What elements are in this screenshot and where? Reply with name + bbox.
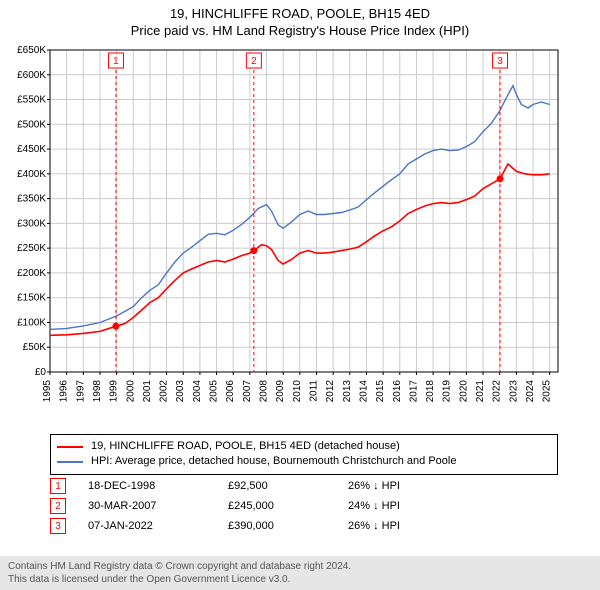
svg-text:2000: 2000 bbox=[125, 380, 136, 403]
svg-text:1999: 1999 bbox=[109, 380, 120, 403]
chart-svg: £0 £50K £100K £150K £200K £250K £300K £350K £400… bbox=[0, 42, 600, 427]
svg-text:2003: 2003 bbox=[175, 380, 186, 403]
chart-titles: 19, HINCHLIFFE ROAD, POOLE, BH15 4ED Pri… bbox=[0, 0, 600, 40]
svg-text:£150K: £150K bbox=[17, 293, 46, 304]
svg-text:3: 3 bbox=[497, 56, 503, 67]
svg-text:£100K: £100K bbox=[17, 317, 46, 328]
svg-text:2009: 2009 bbox=[275, 380, 286, 403]
svg-text:2023: 2023 bbox=[508, 380, 519, 403]
transaction-date: 18-DEC-1998 bbox=[88, 480, 228, 492]
svg-text:2002: 2002 bbox=[159, 380, 170, 403]
svg-text:1995: 1995 bbox=[42, 380, 53, 403]
svg-text:1: 1 bbox=[113, 56, 119, 67]
svg-text:1997: 1997 bbox=[75, 380, 86, 403]
legend-item-hpi: HPI: Average price, detached house, Bour… bbox=[57, 454, 551, 469]
svg-text:2021: 2021 bbox=[475, 380, 486, 403]
transaction-pct: 24% ↓ HPI bbox=[348, 500, 558, 512]
svg-text:£350K: £350K bbox=[17, 194, 46, 205]
transaction-price: £92,500 bbox=[228, 480, 348, 492]
transaction-marker-1: 1 bbox=[50, 478, 66, 494]
line-chart: £0 £50K £100K £150K £200K £250K £300K £350K £400… bbox=[0, 42, 600, 427]
svg-text:£0: £0 bbox=[35, 367, 47, 378]
svg-text:2024: 2024 bbox=[525, 380, 536, 403]
svg-text:2005: 2005 bbox=[209, 380, 220, 403]
footer-line-2: This data is licensed under the Open Gov… bbox=[8, 573, 592, 586]
title-address: 19, HINCHLIFFE ROAD, POOLE, BH15 4ED bbox=[0, 6, 600, 23]
legend-label-property: 19, HINCHLIFFE ROAD, POOLE, BH15 4ED (de… bbox=[91, 439, 400, 454]
svg-text:2013: 2013 bbox=[342, 380, 353, 403]
svg-text:2012: 2012 bbox=[325, 380, 336, 403]
svg-text:2020: 2020 bbox=[458, 380, 469, 403]
table-row: 1 18-DEC-1998 £92,500 26% ↓ HPI bbox=[50, 476, 558, 496]
transaction-marker-2: 2 bbox=[50, 498, 66, 514]
svg-text:£450K: £450K bbox=[17, 144, 46, 155]
svg-text:2011: 2011 bbox=[308, 380, 319, 402]
svg-text:2004: 2004 bbox=[192, 380, 203, 403]
legend: 19, HINCHLIFFE ROAD, POOLE, BH15 4ED (de… bbox=[50, 434, 558, 475]
svg-text:2018: 2018 bbox=[425, 380, 436, 403]
legend-label-hpi: HPI: Average price, detached house, Bour… bbox=[91, 454, 456, 469]
title-subtitle: Price paid vs. HM Land Registry's House … bbox=[0, 23, 600, 40]
footer-attribution: Contains HM Land Registry data © Crown c… bbox=[0, 556, 600, 590]
svg-text:£550K: £550K bbox=[17, 95, 46, 106]
svg-text:2007: 2007 bbox=[242, 380, 253, 403]
svg-text:2017: 2017 bbox=[408, 380, 419, 403]
transaction-pct: 26% ↓ HPI bbox=[348, 480, 558, 492]
svg-text:2019: 2019 bbox=[442, 380, 453, 403]
table-row: 3 07-JAN-2022 £390,000 26% ↓ HPI bbox=[50, 516, 558, 536]
svg-text:2015: 2015 bbox=[375, 380, 386, 403]
transaction-date: 30-MAR-2007 bbox=[88, 500, 228, 512]
svg-text:2025: 2025 bbox=[542, 380, 553, 403]
legend-swatch-property bbox=[57, 446, 83, 448]
svg-text:2022: 2022 bbox=[492, 380, 503, 403]
svg-text:£50K: £50K bbox=[23, 342, 47, 353]
svg-text:1998: 1998 bbox=[92, 380, 103, 403]
svg-text:£500K: £500K bbox=[17, 119, 46, 130]
transaction-date: 07-JAN-2022 bbox=[88, 520, 228, 532]
svg-text:£650K: £650K bbox=[17, 45, 46, 56]
transactions-table: 1 18-DEC-1998 £92,500 26% ↓ HPI 2 30-MAR… bbox=[50, 476, 558, 536]
table-row: 2 30-MAR-2007 £245,000 24% ↓ HPI bbox=[50, 496, 558, 516]
legend-swatch-hpi bbox=[57, 461, 83, 463]
footer-line-1: Contains HM Land Registry data © Crown c… bbox=[8, 560, 592, 573]
transaction-price: £390,000 bbox=[228, 520, 348, 532]
svg-text:£200K: £200K bbox=[17, 268, 46, 279]
svg-text:1996: 1996 bbox=[59, 380, 70, 403]
svg-text:2008: 2008 bbox=[259, 380, 270, 403]
svg-text:2014: 2014 bbox=[358, 380, 369, 403]
transaction-pct: 26% ↓ HPI bbox=[348, 520, 558, 532]
legend-item-property: 19, HINCHLIFFE ROAD, POOLE, BH15 4ED (de… bbox=[57, 439, 551, 454]
svg-text:£400K: £400K bbox=[17, 169, 46, 180]
svg-text:2006: 2006 bbox=[225, 380, 236, 403]
svg-text:2: 2 bbox=[251, 56, 257, 67]
svg-text:£300K: £300K bbox=[17, 218, 46, 229]
svg-text:2001: 2001 bbox=[142, 380, 153, 403]
svg-text:£600K: £600K bbox=[17, 70, 46, 81]
transaction-marker-3: 3 bbox=[50, 518, 66, 534]
svg-text:2016: 2016 bbox=[392, 380, 403, 403]
transaction-price: £245,000 bbox=[228, 500, 348, 512]
page: 19, HINCHLIFFE ROAD, POOLE, BH15 4ED Pri… bbox=[0, 0, 600, 590]
svg-text:2010: 2010 bbox=[292, 380, 303, 403]
svg-text:£250K: £250K bbox=[17, 243, 46, 254]
